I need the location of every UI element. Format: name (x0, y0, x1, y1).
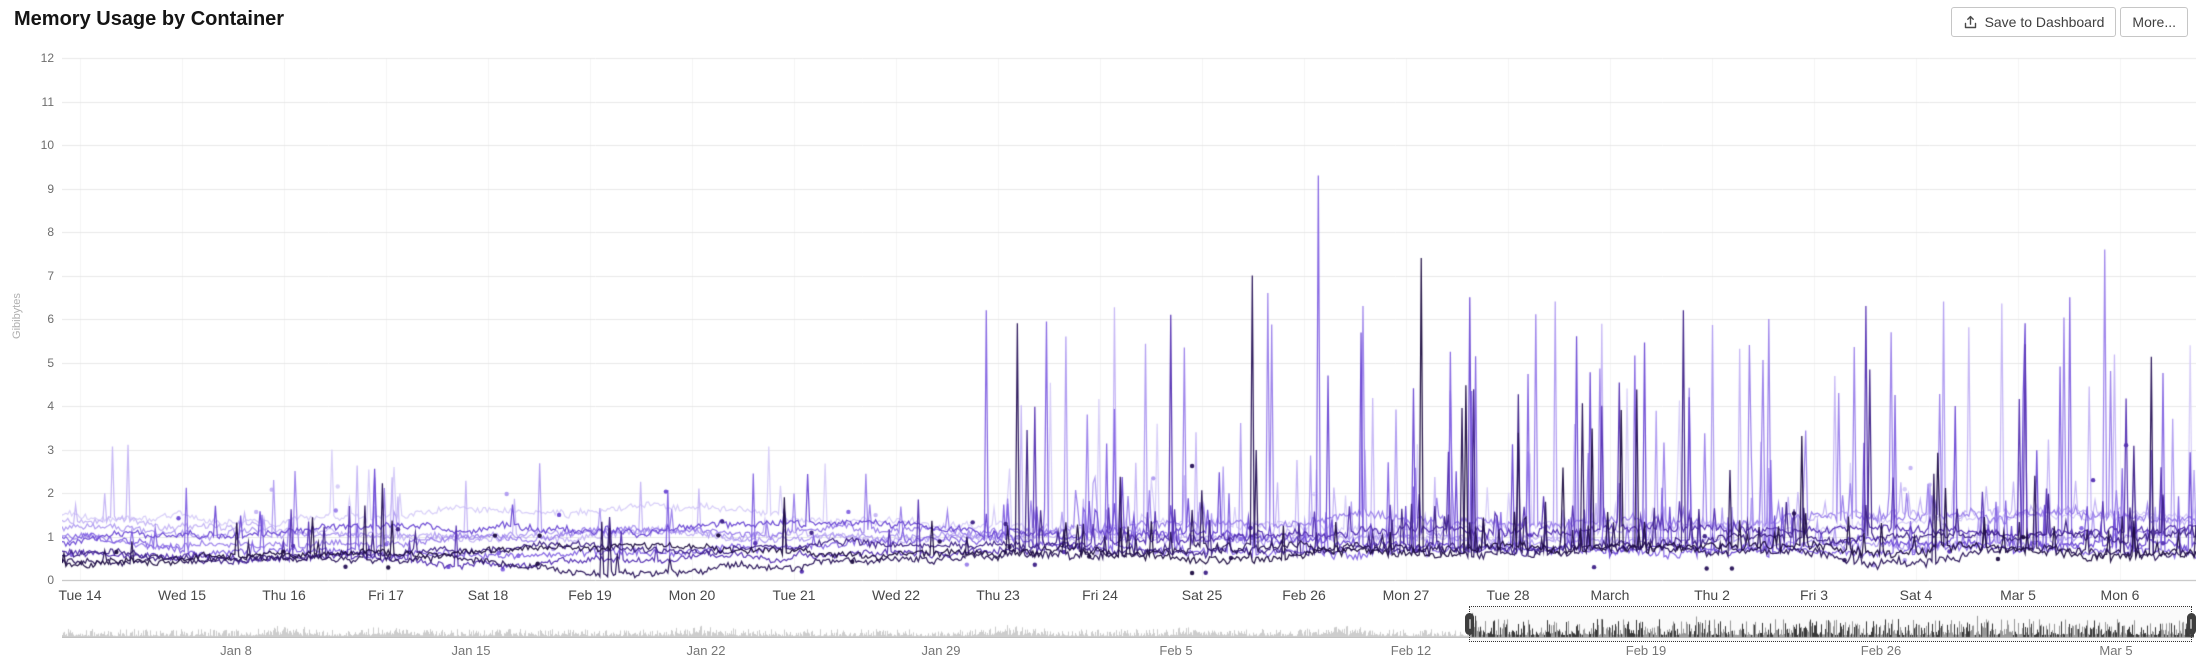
y-tick-label: 10 (40, 138, 54, 152)
y-tick-label: 11 (41, 94, 54, 109)
x-tick-label: Thu 23 (976, 587, 1020, 603)
brush-right-handle[interactable] (2186, 613, 2196, 635)
x-tick-label: March (1590, 587, 1630, 603)
minimap-tick-label: Feb 19 (1625, 643, 1667, 658)
x-tick-label: Wed 15 (158, 587, 206, 603)
x-tick-label: Mon 20 (668, 587, 716, 603)
minimap-tick-label: Feb 12 (1390, 643, 1432, 658)
x-tick-label: Mon 6 (2100, 587, 2140, 603)
minimap-tick-label: Feb 26 (1860, 643, 1902, 658)
y-tick-label: 6 (47, 312, 54, 326)
save-to-dashboard-button[interactable]: Save to Dashboard (1950, 7, 2117, 37)
y-tick-label: 8 (47, 225, 54, 239)
minimap-tick-label: Jan 29 (921, 643, 961, 658)
more-label: More... (2132, 14, 2176, 30)
timeline-minimap[interactable] (62, 610, 2194, 638)
x-tick-label: Mar 5 (2000, 587, 2036, 603)
x-tick-label: Feb 19 (568, 587, 612, 603)
x-tick-label: Wed 22 (872, 587, 920, 603)
memory-usage-chart[interactable] (62, 50, 2196, 584)
brush-left-handle[interactable] (1465, 613, 1475, 635)
minimap-tick-label: Feb 5 (1159, 643, 1193, 658)
x-tick-label: Feb 26 (1282, 587, 1326, 603)
y-tick-label: 4 (47, 399, 54, 413)
toolbar: Save to Dashboard More... (1950, 7, 2188, 37)
y-tick-label: 1 (47, 529, 54, 544)
minimap-tick-label: Jan 15 (451, 643, 491, 658)
x-tick-label: Tue 14 (58, 587, 102, 603)
x-tick-label: Mon 27 (1382, 587, 1430, 603)
x-tick-label: Sat 25 (1181, 587, 1223, 603)
page-title: Memory Usage by Container (14, 8, 285, 30)
more-button[interactable]: More... (2120, 7, 2188, 37)
y-tick-label: 9 (47, 181, 54, 196)
minimap-tick-label: Jan 8 (220, 643, 252, 658)
x-tick-label: Fri 17 (368, 587, 404, 603)
y-tick-label: 5 (47, 355, 54, 370)
x-tick-label: Thu 2 (1694, 587, 1730, 603)
x-tick-label: Tue 28 (1486, 587, 1530, 603)
y-tick-label: 0 (47, 573, 54, 587)
y-tick-label: 7 (47, 268, 54, 283)
minimap-tick-label: Mar 5 (2099, 643, 2133, 658)
x-tick-label: Sat 18 (467, 587, 509, 603)
minimap-tick-label: Jan 22 (686, 643, 726, 658)
upload-icon (1963, 15, 1978, 30)
x-tick-label: Thu 16 (262, 587, 306, 603)
y-tick-label: 3 (47, 442, 54, 457)
y-tick-label: 12 (40, 51, 54, 65)
x-tick-label: Tue 21 (772, 587, 816, 603)
timeline-brush[interactable] (1465, 606, 2196, 642)
x-tick-label: Fri 3 (1800, 587, 1828, 603)
x-tick-label: Fri 24 (1082, 587, 1118, 603)
x-tick-label: Sat 4 (1899, 587, 1933, 603)
save-to-dashboard-label: Save to Dashboard (1984, 14, 2105, 30)
y-tick-label: 2 (47, 486, 54, 500)
